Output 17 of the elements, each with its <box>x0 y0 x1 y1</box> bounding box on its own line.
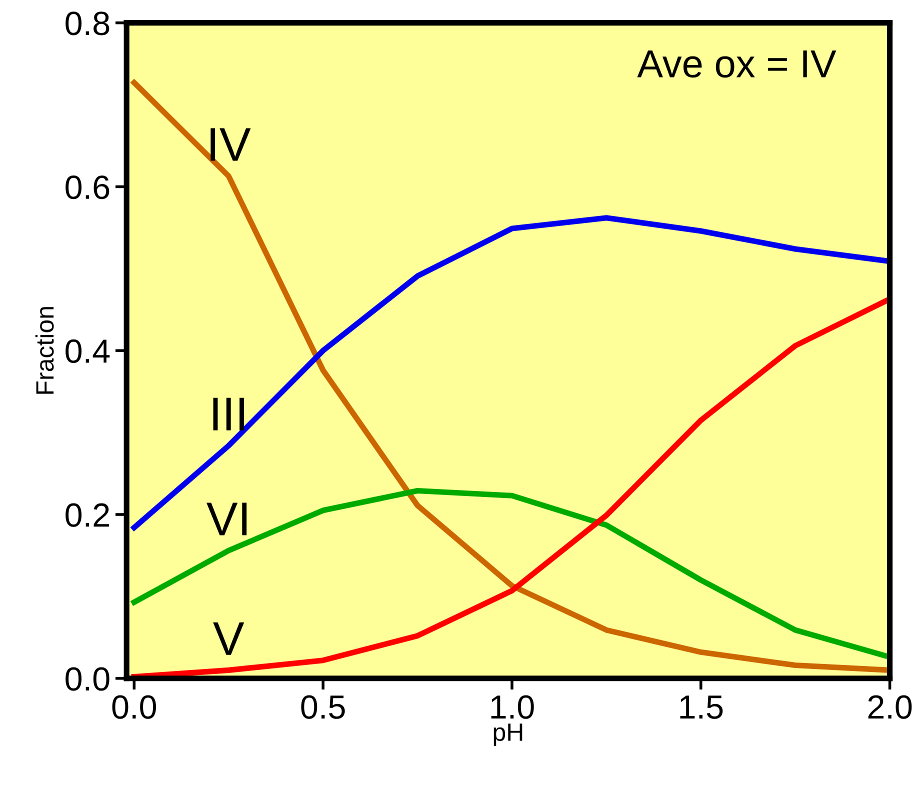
series-label: VI <box>206 502 247 536</box>
series-label: V <box>213 622 244 655</box>
y-tick-label: 0.0 <box>66 667 110 691</box>
y-tick-label: 0.6 <box>66 176 110 200</box>
x-tick-label: 0.0 <box>112 695 156 719</box>
x-axis-title: pH <box>494 724 522 746</box>
x-tick-label: 2.0 <box>868 695 912 719</box>
y-axis-title: Fraction <box>35 307 54 394</box>
x-tick-label: 1.5 <box>680 696 723 719</box>
series-label: IV <box>210 128 251 161</box>
series-label: III <box>213 398 244 430</box>
y-tick-label: 0.8 <box>66 12 110 36</box>
y-tick-label: 0.4 <box>66 339 110 364</box>
x-tick-label: 0.5 <box>301 695 345 719</box>
x-tick-label: 1.0 <box>491 695 534 719</box>
y-tick-label: 0.2 <box>66 503 109 527</box>
annotation: Ave ox = IV <box>637 50 836 78</box>
